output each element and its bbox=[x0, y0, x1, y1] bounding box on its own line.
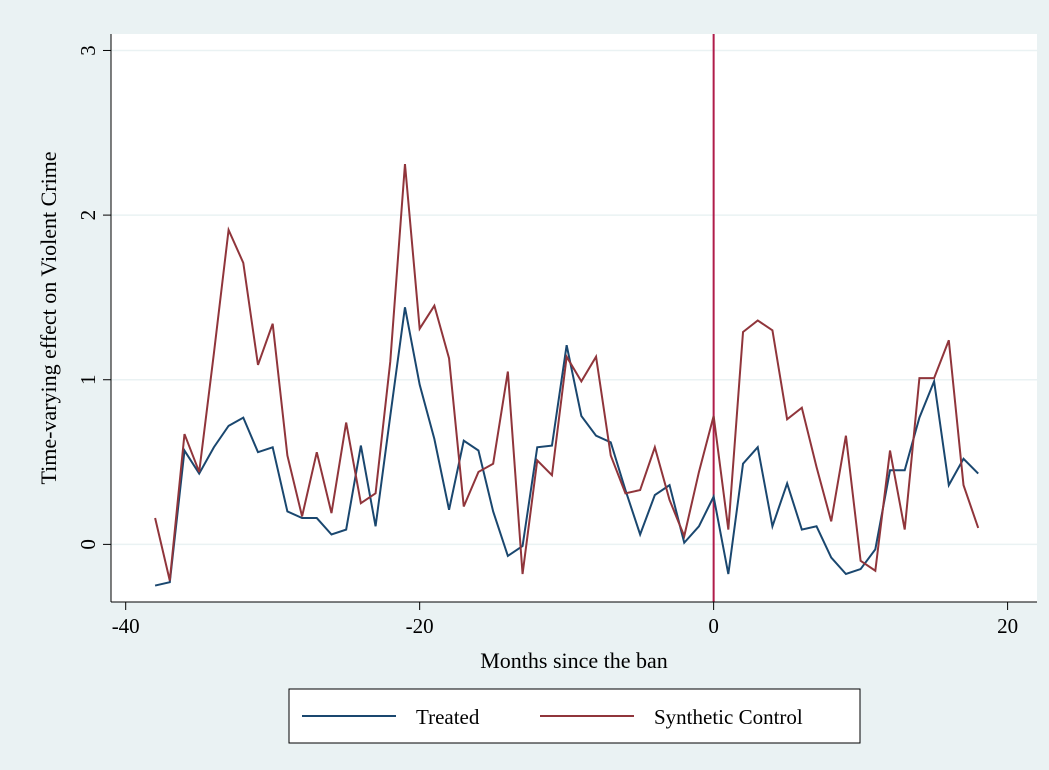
series-group bbox=[154, 163, 980, 587]
legend-label-treated: Treated bbox=[416, 705, 480, 729]
x-tick-label: 20 bbox=[997, 614, 1018, 638]
x-tick-label: -20 bbox=[406, 614, 434, 638]
y-axis-title: Time-varying effect on Violent Crime bbox=[36, 151, 61, 484]
y-tick-label: 1 bbox=[76, 374, 100, 385]
y-tick-label: 2 bbox=[76, 210, 100, 221]
plot-area bbox=[111, 34, 1037, 602]
legend: Treated Synthetic Control bbox=[288, 688, 861, 744]
axes bbox=[110, 34, 1037, 603]
x-tick-label: -40 bbox=[112, 614, 140, 638]
x-tick-label: 0 bbox=[708, 614, 719, 638]
y-tick-label: 3 bbox=[76, 45, 100, 56]
x-axis-title: Months since the ban bbox=[480, 648, 668, 673]
y-tick-label: 0 bbox=[76, 539, 100, 550]
series-line-synthetic-control bbox=[154, 163, 980, 581]
series-line-treated bbox=[154, 307, 979, 587]
ticks: 0 1 2 3 -40 -20 0 20 bbox=[76, 45, 1018, 638]
legend-label-synthetic-control: Synthetic Control bbox=[654, 705, 803, 729]
